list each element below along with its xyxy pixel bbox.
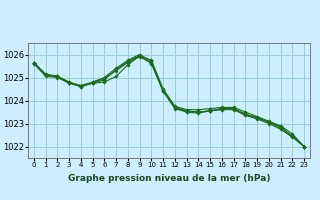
X-axis label: Graphe pression niveau de la mer (hPa): Graphe pression niveau de la mer (hPa) — [68, 174, 270, 183]
